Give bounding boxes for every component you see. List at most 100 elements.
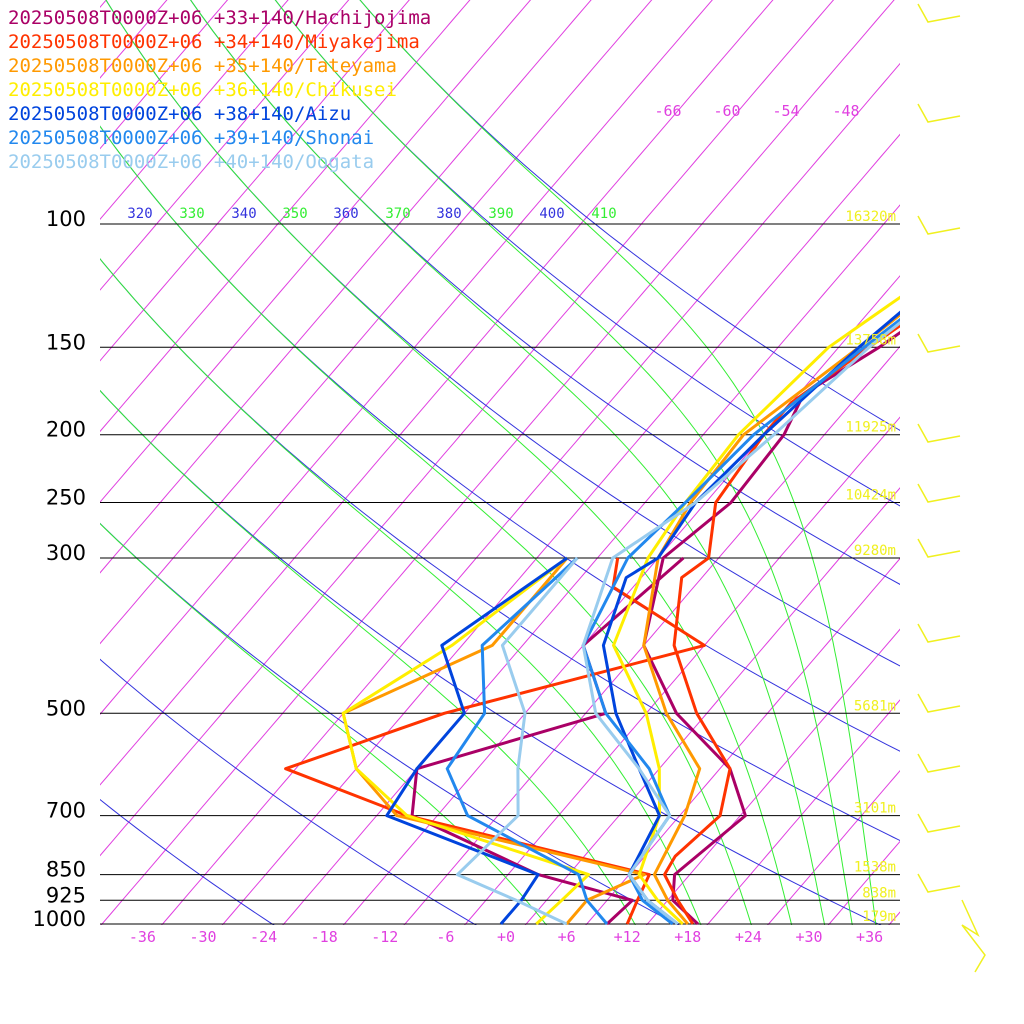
isotherm-label: -60 — [713, 102, 740, 120]
height-label: 5681m — [854, 698, 896, 714]
isotherm-line — [100, 0, 653, 645]
isotherm-line — [706, 699, 900, 925]
wind-barb — [917, 215, 961, 235]
wind-barb — [917, 538, 961, 558]
height-label: 16320m — [845, 209, 896, 225]
moist-adiabat-line — [190, 0, 826, 925]
height-label: 1538m — [854, 860, 896, 876]
adiabat-label: 320 — [127, 206, 152, 222]
wind-barb — [917, 753, 961, 773]
dry-adiabat-line — [359, 0, 900, 431]
isotherm-line — [161, 62, 900, 925]
temperature-tick-label: +24 — [735, 928, 762, 946]
temperature-line — [581, 320, 900, 925]
pressure-tick-label: 500 — [46, 696, 86, 720]
isotherm-line — [645, 628, 900, 925]
isotherm-line — [100, 0, 168, 79]
axis-labels: 100 16320m 150 13758m 200 11925m 250 10424m 300 9… — [33, 102, 896, 946]
isotherm-line — [100, 0, 350, 291]
temperature-tick-label: +36 — [856, 928, 883, 946]
temperature-line — [642, 330, 900, 925]
isotherm-line — [403, 345, 900, 925]
moist-adiabat-line — [100, 258, 702, 925]
pressure-tick-label: 250 — [46, 486, 86, 510]
adiabat-label: 410 — [591, 206, 616, 222]
temperature-tick-label: +30 — [795, 928, 822, 946]
legend-entry: 20250508T0000Z+06 +33+140/Hachijojima — [8, 7, 431, 29]
dry-adiabat-line — [100, 125, 900, 752]
moist-adiabat-line — [100, 389, 636, 925]
pressure-tick-label: 850 — [46, 858, 86, 882]
pressure-tick-label: 300 — [46, 541, 86, 565]
temperature-tick-label: +18 — [674, 928, 701, 946]
wind-barb — [917, 103, 961, 123]
isotherm-line — [524, 487, 900, 925]
moist-adiabat-line — [359, 0, 877, 925]
temperature-line — [642, 312, 900, 925]
pressure-tick-label: 1000 — [33, 907, 86, 931]
wind-barb — [917, 423, 961, 443]
wind-barb — [917, 693, 961, 713]
legend-entry: 20250508T0000Z+06 +35+140/Tateyama — [8, 55, 397, 77]
isotherm-line — [888, 911, 900, 925]
height-label: 13758m — [845, 332, 896, 348]
pressure-tick-label: 150 — [46, 330, 86, 354]
dewpoint-line — [385, 556, 569, 925]
temperature-line — [601, 310, 900, 925]
height-label: 11925m — [845, 420, 896, 436]
isotherm-line — [100, 0, 229, 150]
dewpoint-line — [341, 557, 646, 925]
height-label: 3101m — [854, 801, 896, 817]
temperature-tick-label: -30 — [189, 928, 216, 946]
isotherm-line — [100, 0, 532, 503]
temperature-tick-label: -36 — [129, 928, 156, 946]
moist-adiabat-line — [100, 522, 548, 925]
isotherm-line — [998, 0, 1024, 939]
adiabat-label: 350 — [282, 206, 307, 222]
isotherm-line — [938, 0, 1024, 939]
legend-entry: 20250508T0000Z+06 +38+140/Aizu — [8, 103, 351, 125]
wind-barb — [917, 333, 961, 353]
wind-barb — [917, 483, 961, 503]
moist-adiabat-line — [105, 0, 793, 925]
temperature-tick-label: +6 — [558, 928, 576, 946]
isotherm-line — [282, 204, 900, 925]
legend-entry: 20250508T0000Z+06 +40+140/Oogata — [8, 151, 374, 173]
dewpoint-line — [410, 556, 685, 925]
dewpoint-line — [445, 556, 609, 925]
legend: 20250508T0000Z+06 +33+140/Hachijojima202… — [8, 7, 431, 173]
isotherm-line — [100, 0, 774, 786]
adiabat-label: 390 — [488, 206, 513, 222]
isotherm-line — [100, 0, 713, 716]
adiabat-label: 370 — [385, 206, 410, 222]
pressure-tick-label: 200 — [46, 418, 86, 442]
height-label: 838m — [862, 885, 896, 901]
temperature-tick-label: -24 — [250, 928, 277, 946]
isotherm-line — [767, 769, 900, 925]
temperature-tick-label: -12 — [371, 928, 398, 946]
isotherm-line — [827, 840, 900, 925]
height-label: 10424m — [845, 488, 896, 504]
background-grid — [100, 0, 1024, 939]
isotherm-line — [221, 133, 900, 925]
isotherm-label: -66 — [654, 102, 681, 120]
sounding-profiles — [284, 295, 900, 925]
wind-barb — [917, 813, 961, 833]
legend-entry: 20250508T0000Z+06 +34+140/Miyakejima — [8, 31, 420, 53]
temperature-line — [612, 295, 900, 925]
dry-adiabat-line — [100, 522, 680, 925]
pressure-tick-label: 925 — [46, 883, 86, 907]
pressure-tick-label: 700 — [46, 799, 86, 823]
moist-adiabat-line — [100, 125, 752, 925]
temperature-tick-label: -18 — [311, 928, 338, 946]
isotherm-label: -48 — [832, 102, 859, 120]
legend-entry: 20250508T0000Z+06 +39+140/Shonai — [8, 127, 374, 149]
isotherm-line — [464, 416, 900, 925]
isotherm-line — [585, 557, 900, 925]
dry-adiabat-line — [100, 258, 900, 842]
wind-barb — [917, 873, 961, 893]
wind-barb — [961, 899, 986, 973]
isotherm-line — [100, 0, 592, 574]
dry-adiabat-line — [100, 658, 477, 925]
isotherm-line — [100, 0, 835, 857]
